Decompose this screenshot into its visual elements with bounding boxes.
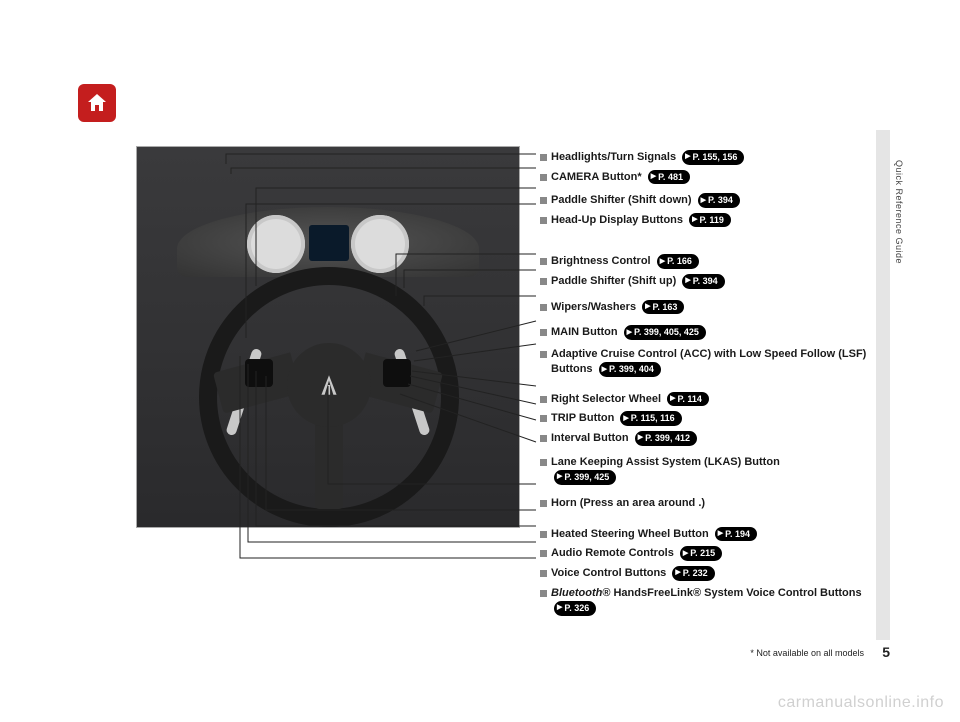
- callout-item: CAMERA Button* P. 481: [540, 170, 870, 186]
- bullet-icon: [540, 435, 547, 442]
- bullet-icon: [540, 459, 547, 466]
- bullet-icon: [540, 278, 547, 285]
- home-icon: [85, 91, 109, 115]
- bullet-icon: [540, 396, 547, 403]
- callout-label: Wipers/Washers P. 163: [551, 300, 870, 316]
- home-button[interactable]: [78, 84, 116, 122]
- page-ref-pill: P. 394: [698, 193, 740, 208]
- page-ref-pill: P. 399, 412: [635, 431, 697, 446]
- callout-item: Paddle Shifter (Shift up) P. 394: [540, 274, 870, 290]
- callout-item: Interval Button P. 399, 412: [540, 431, 870, 447]
- page-ref-pill: P. 115, 116: [620, 411, 681, 426]
- page-ref-pill: P. 166: [657, 254, 699, 269]
- page-ref-pill: P. 114: [667, 392, 709, 407]
- callout-item: TRIP Button P. 115, 116: [540, 411, 870, 427]
- page-ref-pill: P. 232: [672, 566, 714, 581]
- callout-item: Paddle Shifter (Shift down) P. 394: [540, 193, 870, 209]
- callout-label: Bluetooth® HandsFreeLink® System Voice C…: [551, 586, 870, 617]
- bullet-icon: [540, 258, 547, 265]
- steering-wheel-diagram: [136, 146, 520, 528]
- bullet-icon: [540, 329, 547, 336]
- watermark: carmanualsonline.info: [778, 694, 944, 712]
- section-tab: [876, 130, 890, 640]
- bullet-icon: [540, 415, 547, 422]
- callout-label: MAIN Button P. 399, 405, 425: [551, 325, 870, 341]
- callout-item: Bluetooth® HandsFreeLink® System Voice C…: [540, 586, 870, 617]
- callout-label: Adaptive Cruise Control (ACC) with Low S…: [551, 347, 870, 378]
- page-ref-pill: P. 394: [682, 274, 724, 289]
- page-ref-pill: P. 194: [715, 527, 757, 542]
- callout-label: Head-Up Display Buttons P. 119: [551, 213, 870, 229]
- page-ref-pill: P. 163: [642, 300, 684, 315]
- callout-item: Horn (Press an area around .): [540, 496, 870, 511]
- page-ref-pill: P. 155, 156: [682, 150, 744, 165]
- section-label: Quick Reference Guide: [894, 160, 904, 264]
- callout-label: Lane Keeping Assist System (LKAS) Button…: [551, 455, 870, 486]
- bullet-icon: [540, 570, 547, 577]
- bullet-icon: [540, 351, 547, 358]
- callout-item: Wipers/Washers P. 163: [540, 300, 870, 316]
- callout-list: Headlights/Turn Signals P. 155, 156 CAMER…: [540, 150, 870, 621]
- page-ref-pill: P. 481: [648, 170, 690, 185]
- page-ref-pill: P. 215: [680, 546, 722, 561]
- bullet-icon: [540, 531, 547, 538]
- callout-item: Head-Up Display Buttons P. 119: [540, 213, 870, 229]
- bullet-icon: [540, 304, 547, 311]
- callout-label: Paddle Shifter (Shift down) P. 394: [551, 193, 870, 209]
- callout-item: Headlights/Turn Signals P. 155, 156: [540, 150, 870, 166]
- callout-label: CAMERA Button* P. 481: [551, 170, 870, 186]
- callout-label: Paddle Shifter (Shift up) P. 394: [551, 274, 870, 290]
- horn-area: [287, 343, 371, 427]
- callout-label: Right Selector Wheel P. 114: [551, 392, 870, 408]
- callout-item: Lane Keeping Assist System (LKAS) Button…: [540, 455, 870, 486]
- bullet-icon: [540, 174, 547, 181]
- callout-item: Audio Remote Controls P. 215: [540, 546, 870, 562]
- callout-label: Horn (Press an area around .): [551, 496, 870, 511]
- bullet-icon: [540, 154, 547, 161]
- callout-label: Audio Remote Controls P. 215: [551, 546, 870, 562]
- page-ref-pill: P. 399, 425: [554, 470, 616, 485]
- page-ref-pill: P. 326: [554, 601, 596, 616]
- callout-label: Headlights/Turn Signals P. 155, 156: [551, 150, 870, 166]
- callout-item: MAIN Button P. 399, 405, 425: [540, 325, 870, 341]
- bullet-icon: [540, 217, 547, 224]
- callout-label: TRIP Button P. 115, 116: [551, 411, 870, 427]
- callout-label: Voice Control Buttons P. 232: [551, 566, 870, 582]
- callout-item: Heated Steering Wheel Button P. 194: [540, 527, 870, 543]
- callout-label: Heated Steering Wheel Button P. 194: [551, 527, 870, 543]
- page-ref-pill: P. 399, 405, 425: [624, 325, 706, 340]
- callout-item: Adaptive Cruise Control (ACC) with Low S…: [540, 347, 870, 378]
- bullet-icon: [540, 197, 547, 204]
- callout-item: Voice Control Buttons P. 232: [540, 566, 870, 582]
- page-ref-pill: P. 119: [689, 213, 731, 228]
- bullet-icon: [540, 590, 547, 597]
- callout-label: Brightness Control P. 166: [551, 254, 870, 270]
- acura-logo-icon: [316, 372, 342, 398]
- callout-item: Brightness Control P. 166: [540, 254, 870, 270]
- page-number: 5: [882, 644, 890, 660]
- bullet-icon: [540, 550, 547, 557]
- bullet-icon: [540, 500, 547, 507]
- footnote: * Not available on all models: [750, 648, 864, 658]
- page-ref-pill: P. 399, 404: [599, 362, 661, 377]
- callout-item: Right Selector Wheel P. 114: [540, 392, 870, 408]
- callout-label: Interval Button P. 399, 412: [551, 431, 870, 447]
